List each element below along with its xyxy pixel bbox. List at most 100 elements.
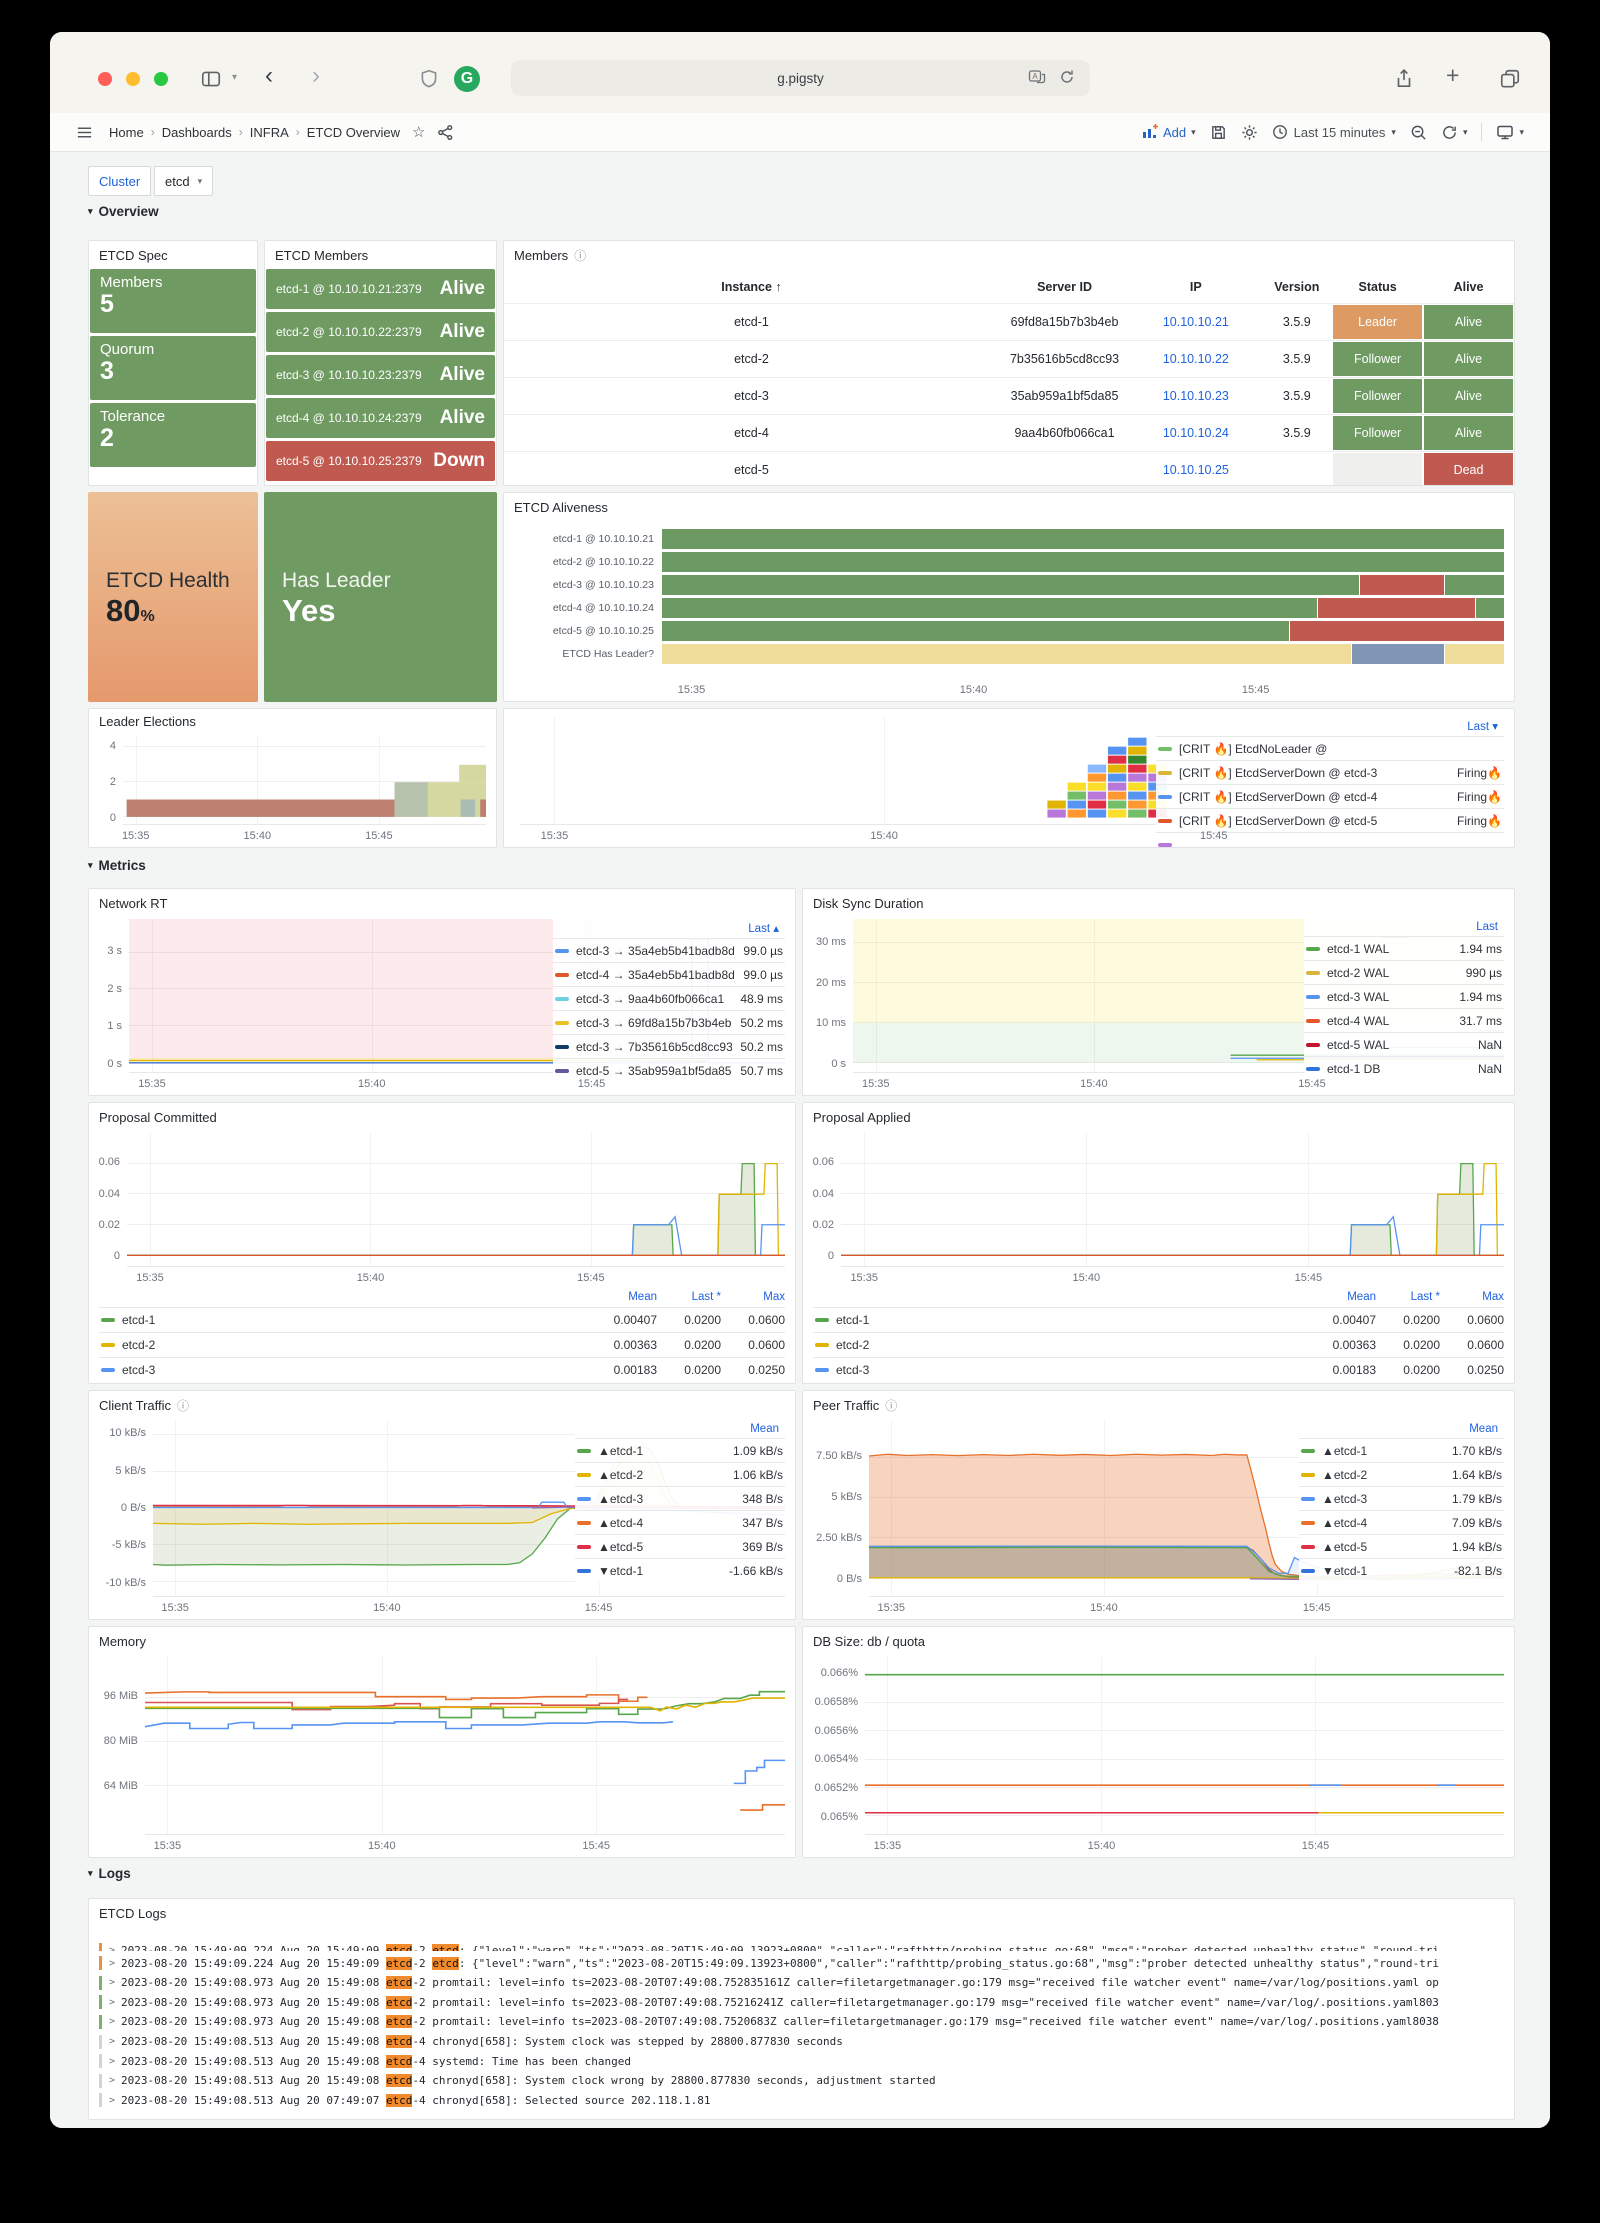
legend-sort-header[interactable]: Last *: [691, 1291, 721, 1303]
legend-item[interactable]: ▲etcd-3 1.79 kB/s: [1299, 1486, 1504, 1510]
legend-item[interactable]: ▲etcd-2 1.06 kB/s: [575, 1462, 785, 1486]
legend-item[interactable]: etcd-1 DB NaN: [1304, 1056, 1504, 1080]
ip-link[interactable]: 10.10.10.24: [1162, 426, 1229, 440]
address-bar[interactable]: g.pigsty A: [511, 60, 1090, 96]
legend-item[interactable]: ▲etcd-3 348 B/s: [575, 1486, 785, 1510]
new-tab-icon[interactable]: +: [1446, 62, 1460, 88]
legend-sort-header[interactable]: Last *: [1410, 1291, 1440, 1303]
legend-sort-header[interactable]: Max: [1482, 1291, 1504, 1303]
tab-overview-icon[interactable]: [1499, 68, 1521, 90]
breadcrumb-home[interactable]: Home: [109, 124, 144, 140]
legend-item[interactable]: ▲etcd-1 1.09 kB/s: [575, 1438, 785, 1462]
disk-sync-chart[interactable]: 0 s 10 ms 20 ms 30 ms Last etcd-1 WAL 1.94 ms e…: [811, 917, 1506, 1091]
legend-item[interactable]: [CRIT 🔥] EtcdNoLeader @: [1156, 736, 1504, 760]
ip-link[interactable]: 10.10.10.25: [1162, 463, 1229, 477]
legend-item[interactable]: [CRIT 🔥] EtcdServerDown @ etcd-4 Firing🔥: [1156, 784, 1504, 808]
log-row[interactable]: >2023-08-20 15:49:09.224 Aug 20 15:49:09…: [99, 1955, 1510, 1972]
legend-item[interactable]: etcd-5 WAL NaN: [1304, 1032, 1504, 1056]
log-expand-icon[interactable]: >: [109, 1944, 116, 1952]
log-expand-icon[interactable]: >: [109, 1957, 116, 1969]
plot-area[interactable]: [127, 1133, 785, 1267]
log-row[interactable]: >2023-08-20 15:49:08.513 Aug 20 15:49:08…: [99, 2053, 1510, 2070]
memory-chart[interactable]: 64 MiB 80 MiB 96 MiB 15:35 15:40 15:45: [97, 1655, 787, 1853]
column-header[interactable]: Server ID: [1037, 280, 1092, 294]
share-icon[interactable]: [1393, 68, 1415, 90]
legend-item[interactable]: [1156, 832, 1504, 847]
legend-item[interactable]: etcd-2 0.00363 0.0200 0.0600: [813, 1332, 1504, 1357]
legend-item[interactable]: etcd-1 0.00407 0.0200 0.0600: [99, 1307, 785, 1332]
legend-item[interactable]: ▲etcd-4 7.09 kB/s: [1299, 1510, 1504, 1534]
back-icon[interactable]: ‹: [265, 62, 273, 89]
plot-area[interactable]: [841, 1133, 1504, 1267]
legend-item[interactable]: [CRIT 🔥] EtcdServerDown @ etcd-5 Firing🔥: [1156, 808, 1504, 832]
legend-sort-header[interactable]: Mean: [1469, 1423, 1498, 1435]
grammarly-extension-icon[interactable]: G: [454, 66, 480, 92]
legend-item[interactable]: ▲etcd-5 369 B/s: [575, 1534, 785, 1558]
legend-item[interactable]: etcd-1 WAL 1.94 ms: [1304, 936, 1504, 960]
legend-item[interactable]: etcd-3 → 35a4eb5b41badb8d 99.0 µs: [553, 938, 785, 962]
leader-elections-chart[interactable]: 0 2 4 15:35 15:40 15:45: [97, 733, 488, 843]
plot-area[interactable]: Mean ▲etcd-1 1.70 kB/s ▲etcd-2 1.64 kB/s ▲etc…: [869, 1421, 1504, 1597]
proposal-applied-chart[interactable]: 0 0.02 0.04 0.06 15:35 15:40 15:45: [811, 1131, 1506, 1285]
log-row[interactable]: >2023-08-20 15:49:09.224 Aug 20 15:49:09…: [99, 1941, 1510, 1951]
column-header[interactable]: Status: [1358, 280, 1397, 294]
zoom-window-button[interactable]: [154, 72, 168, 86]
log-row[interactable]: >2023-08-20 15:49:08.513 Aug 20 07:49:07…: [99, 2092, 1510, 2109]
favorite-star-icon[interactable]: ☆: [411, 124, 426, 141]
legend-sort-header[interactable]: Max: [763, 1291, 785, 1303]
legend-sort-header[interactable]: Last: [1476, 921, 1498, 933]
log-row[interactable]: >2023-08-20 15:49:08.973 Aug 20 15:49:08…: [99, 1974, 1510, 1991]
legend-item[interactable]: ▲etcd-5 1.94 kB/s: [1299, 1534, 1504, 1558]
plot-area[interactable]: Last ▾ [CRIT 🔥] EtcdNoLeader @ [CRIT 🔥] Et…: [520, 717, 1504, 847]
db-size-chart[interactable]: 0.065% 0.0652% 0.0654% 0.0656% 0.0658% 0.066%…: [811, 1655, 1506, 1853]
tv-mode-button[interactable]: ▾: [1496, 123, 1524, 141]
plot-area[interactable]: Last etcd-1 WAL 1.94 ms etcd-2 WAL 990 µs etc…: [853, 919, 1504, 1080]
variable-cluster-select[interactable]: etcd ▾: [154, 166, 214, 196]
section-header-overview[interactable]: ▾ Overview: [88, 204, 159, 219]
section-header-metrics[interactable]: ▾ Metrics: [88, 858, 146, 873]
privacy-shield-icon[interactable]: [418, 68, 440, 90]
info-icon[interactable]: ⓘ: [574, 248, 587, 263]
legend-item[interactable]: etcd-3 0.00183 0.0200 0.0250: [99, 1357, 785, 1377]
log-expand-icon[interactable]: >: [109, 2036, 116, 2047]
log-row[interactable]: >2023-08-20 15:49:08.973 Aug 20 15:49:08…: [99, 2013, 1510, 2030]
log-expand-icon[interactable]: >: [109, 2055, 116, 2067]
refresh-dashboard-button[interactable]: ▾: [1441, 124, 1467, 141]
legend-item[interactable]: [CRIT 🔥] EtcdServerDown @ etcd-3 Firing🔥: [1156, 760, 1504, 784]
log-expand-icon[interactable]: >: [109, 1977, 116, 1989]
breadcrumb-infra[interactable]: INFRA: [249, 124, 289, 140]
log-row[interactable]: >2023-08-20 15:49:08.973 Aug 20 15:49:08…: [99, 1994, 1510, 2011]
legend-item[interactable]: etcd-3 → 9aa4b60fb066ca1 48.9 ms: [553, 986, 785, 1010]
save-dashboard-icon[interactable]: [1210, 124, 1227, 141]
legend-item[interactable]: etcd-3 WAL 1.94 ms: [1304, 984, 1504, 1008]
info-icon[interactable]: ⓘ: [885, 1398, 898, 1413]
column-header[interactable]: Instance ↑: [721, 280, 782, 294]
legend-item[interactable]: etcd-4 → 35a4eb5b41badb8d 99.0 µs: [553, 962, 785, 986]
plot-area[interactable]: Last ▴ etcd-3 → 35a4eb5b41badb8d 99.0 µs et…: [129, 919, 785, 1082]
column-header[interactable]: Version: [1274, 280, 1320, 294]
plot-area[interactable]: [145, 1657, 785, 1835]
log-expand-icon[interactable]: >: [109, 2075, 116, 2087]
legend-item[interactable]: ▼etcd-1 -1.66 kB/s: [575, 1558, 785, 1582]
legend-item[interactable]: ▲etcd-1 1.70 kB/s: [1299, 1438, 1504, 1462]
breadcrumb-current[interactable]: ETCD Overview: [306, 124, 400, 140]
legend-item[interactable]: etcd-4 WAL 31.7 ms: [1304, 1008, 1504, 1032]
legend-sort-header[interactable]: Mean: [750, 1423, 779, 1435]
legend-item[interactable]: etcd-3 → 69fd8a15b7b3b4eb 50.2 ms: [553, 1010, 785, 1034]
network-rt-chart[interactable]: 0 s 1 s 2 s 3 s Last ▴ etcd-3 → 35a4eb5b41bad…: [97, 917, 787, 1091]
legend-item[interactable]: ▼etcd-1 -82.1 B/s: [1299, 1558, 1504, 1582]
sidebar-chevron-icon[interactable]: ▾: [232, 72, 238, 83]
log-row[interactable]: >2023-08-20 15:49:08.513 Aug 20 15:49:08…: [99, 2072, 1510, 2089]
breadcrumb-dashboards[interactable]: Dashboards: [161, 124, 232, 140]
legend-sort-header[interactable]: Last ▴: [748, 923, 779, 935]
log-expand-icon[interactable]: >: [109, 2094, 116, 2106]
plot-area[interactable]: [865, 1657, 1504, 1835]
legend-item[interactable]: etcd-3 0.00183 0.0200 0.0250: [813, 1357, 1504, 1377]
legend-item[interactable]: ▲etcd-4 347 B/s: [575, 1510, 785, 1534]
menu-icon[interactable]: [76, 124, 93, 141]
log-expand-icon[interactable]: >: [109, 1996, 116, 2008]
peer-traffic-chart[interactable]: 0 B/s 2.50 kB/s 5 kB/s 7.50 kB/s Mean ▲etcd-1…: [811, 1419, 1506, 1615]
proposal-committed-chart[interactable]: 0 0.02 0.04 0.06 15:35 15:40 15:45: [97, 1131, 787, 1285]
legend-item[interactable]: etcd-1 0.00407 0.0200 0.0600: [813, 1307, 1504, 1332]
column-header[interactable]: Alive: [1453, 280, 1484, 294]
